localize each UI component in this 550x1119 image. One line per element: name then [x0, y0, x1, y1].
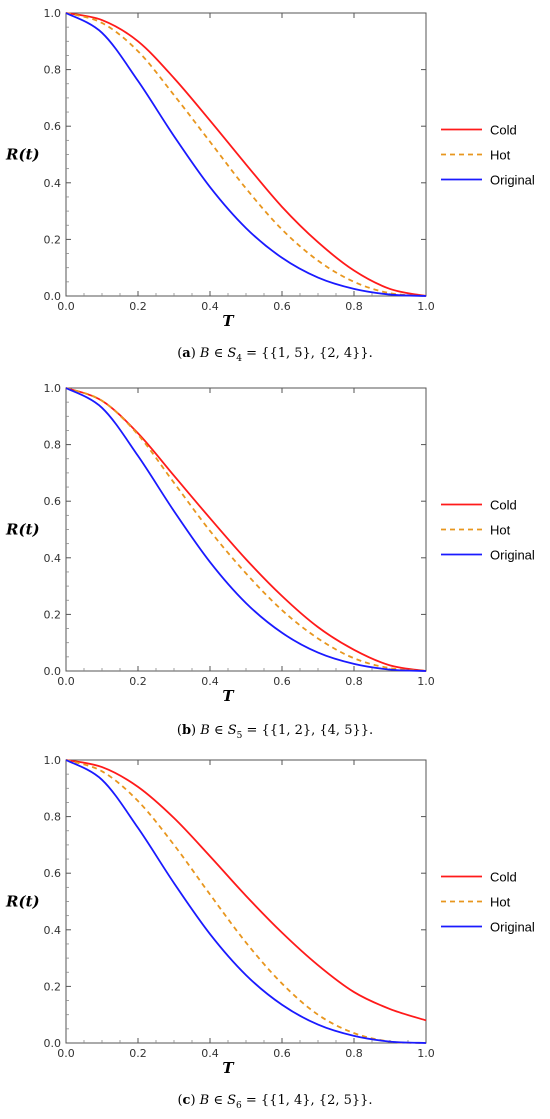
- x-axis-label: T: [222, 1059, 235, 1077]
- caption: (a) B ∈ S4 = {{1, 5}, {2, 4}}.: [177, 346, 373, 364]
- legend-label-original: Original: [490, 920, 535, 935]
- y-tick-label: 1.0: [44, 754, 62, 767]
- x-tick-label: 0.4: [201, 1047, 219, 1060]
- y-tick-label: 0.0: [44, 665, 62, 678]
- x-tick-label: 0.0: [57, 1047, 75, 1060]
- x-tick-label: 0.2: [129, 1047, 147, 1060]
- y-tick-label: 0.6: [44, 867, 62, 880]
- y-tick-label: 0.2: [44, 233, 62, 246]
- caption-panel-label: c: [183, 1093, 191, 1108]
- x-tick-label: 0.4: [201, 675, 219, 688]
- y-axis-label: R(t): [5, 521, 40, 539]
- y-tick-label: 0.6: [44, 120, 62, 133]
- x-tick-label: 0.2: [129, 300, 147, 313]
- caption-set: = {{1, 4}, {2, 5}}.: [242, 1093, 373, 1108]
- series-line-cold: [65, 387, 427, 672]
- series-line-original: [65, 387, 427, 672]
- x-tick-label: 1.0: [417, 300, 435, 313]
- caption-panel-label: b: [182, 723, 191, 738]
- chart-panel-b: 0.0 0.2 0.4 0.6 0.8 1.0 0.0 0.2 0.4 0.6 0.8 1.0 T R(t…: [5, 382, 535, 741]
- caption-paren-open: (: [177, 346, 182, 361]
- caption-set: = {{1, 5}, {2, 4}}.: [242, 346, 373, 361]
- x-tick-label: 0.8: [345, 1047, 363, 1060]
- y-tick-label: 0.0: [44, 1037, 62, 1050]
- legend-label-hot: Hot: [490, 523, 511, 538]
- caption-paren-open: (: [177, 1093, 182, 1108]
- caption-subscript: 5: [237, 731, 243, 741]
- y-tick-label: 0.8: [44, 439, 62, 452]
- legend-label-original: Original: [490, 173, 535, 188]
- caption-prefix: B ∈ S: [199, 1093, 236, 1108]
- x-tick-label: 1.0: [417, 1047, 435, 1060]
- y-tick-label: 0.8: [44, 64, 62, 77]
- x-tick-label: 0.6: [273, 1047, 291, 1060]
- x-tick-label: 0.8: [345, 300, 363, 313]
- series-line-hot: [65, 759, 427, 1044]
- caption-paren-close: ): [190, 1093, 199, 1108]
- x-tick-label: 0.6: [273, 300, 291, 313]
- y-axis-label: R(t): [5, 146, 40, 164]
- legend-label-hot: Hot: [490, 895, 511, 910]
- x-tick-label: 0.6: [273, 675, 291, 688]
- y-tick-label: 0.4: [44, 924, 62, 937]
- y-tick-label: 0.4: [44, 177, 62, 190]
- y-tick-label: 0.2: [44, 980, 62, 993]
- y-tick-label: 0.2: [44, 608, 62, 621]
- series-line-hot: [65, 387, 427, 672]
- y-tick-label: 1.0: [44, 7, 62, 20]
- caption-panel-label: a: [182, 346, 191, 361]
- x-tick-label: 0.8: [345, 675, 363, 688]
- caption-subscript: 6: [236, 1101, 242, 1111]
- caption: (c) B ∈ S6 = {{1, 4}, {2, 5}}.: [177, 1093, 372, 1111]
- y-tick-label: 0.0: [44, 290, 62, 303]
- chart-panel-c: 0.0 0.2 0.4 0.6 0.8 1.0 0.0 0.2 0.4 0.6 0.8 1.0 T R(t…: [5, 754, 535, 1111]
- x-tick-label: 0.4: [201, 300, 219, 313]
- caption-paren-close: ): [191, 723, 200, 738]
- caption: (b) B ∈ S5 = {{1, 2}, {4, 5}}.: [177, 723, 373, 741]
- x-tick-label: 0.0: [57, 300, 75, 313]
- x-tick-label: 0.2: [129, 675, 147, 688]
- x-tick-label: 1.0: [417, 675, 435, 688]
- series-line-original: [65, 12, 427, 297]
- caption-paren-close: ): [191, 346, 200, 361]
- y-tick-label: 1.0: [44, 382, 62, 395]
- legend-label-original: Original: [490, 548, 535, 563]
- legend-label-cold: Cold: [490, 123, 517, 138]
- x-axis-label: T: [222, 687, 235, 705]
- series-line-cold: [65, 759, 427, 1022]
- caption-paren-open: (: [177, 723, 182, 738]
- legend-label-cold: Cold: [490, 498, 517, 513]
- caption-subscript: 4: [236, 354, 242, 364]
- y-tick-label: 0.4: [44, 552, 62, 565]
- y-tick-label: 0.8: [44, 811, 62, 824]
- caption-prefix: B ∈ S: [199, 346, 236, 361]
- series-line-original: [65, 759, 427, 1044]
- y-tick-label: 0.6: [44, 495, 62, 508]
- caption-set: = {{1, 2}, {4, 5}}.: [242, 723, 373, 738]
- x-tick-label: 0.0: [57, 675, 75, 688]
- y-axis-label: R(t): [5, 893, 40, 911]
- series-line-cold: [65, 12, 427, 297]
- legend-label-cold: Cold: [490, 870, 517, 885]
- legend-label-hot: Hot: [490, 148, 511, 163]
- chart-panel-a: 0.0 0.2 0.4 0.6 0.8 1.0 0.0 0.2 0.4 0.6 0.8 1.0 T R(t…: [5, 7, 535, 364]
- x-axis-label: T: [222, 312, 235, 330]
- caption-prefix: B ∈ S: [199, 723, 236, 738]
